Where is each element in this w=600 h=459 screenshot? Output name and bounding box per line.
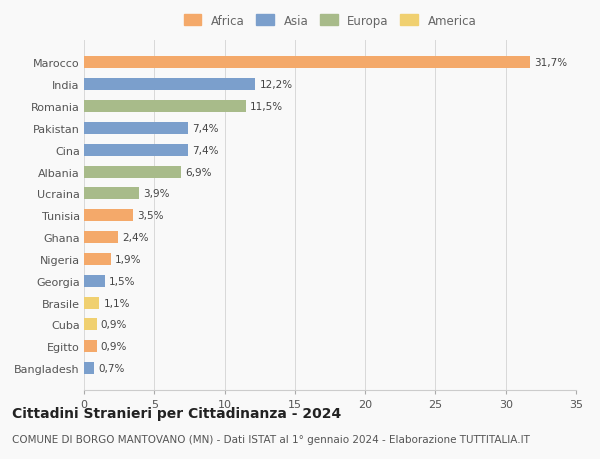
Text: 0,7%: 0,7% — [98, 364, 124, 373]
Text: 3,5%: 3,5% — [137, 211, 164, 221]
Text: Cittadini Stranieri per Cittadinanza - 2024: Cittadini Stranieri per Cittadinanza - 2… — [12, 406, 341, 420]
Bar — [84, 57, 530, 69]
Text: 2,4%: 2,4% — [122, 233, 148, 242]
Bar — [84, 297, 100, 309]
Bar — [84, 231, 118, 244]
Bar — [84, 275, 105, 287]
Legend: Africa, Asia, Europa, America: Africa, Asia, Europa, America — [181, 12, 479, 30]
Bar — [84, 319, 97, 330]
Bar — [84, 210, 133, 222]
Text: 1,5%: 1,5% — [109, 276, 136, 286]
Bar — [84, 144, 188, 157]
Text: COMUNE DI BORGO MANTOVANO (MN) - Dati ISTAT al 1° gennaio 2024 - Elaborazione TU: COMUNE DI BORGO MANTOVANO (MN) - Dati IS… — [12, 434, 530, 444]
Text: 1,1%: 1,1% — [104, 298, 130, 308]
Bar — [84, 79, 256, 91]
Bar — [84, 362, 94, 374]
Bar — [84, 101, 245, 113]
Text: 7,4%: 7,4% — [192, 123, 219, 134]
Text: 1,9%: 1,9% — [115, 254, 142, 264]
Text: 12,2%: 12,2% — [260, 80, 293, 90]
Text: 0,9%: 0,9% — [101, 320, 127, 330]
Bar — [84, 166, 181, 178]
Text: 7,4%: 7,4% — [192, 146, 219, 155]
Text: 6,9%: 6,9% — [185, 167, 212, 177]
Text: 3,9%: 3,9% — [143, 189, 170, 199]
Bar — [84, 123, 188, 134]
Bar — [84, 341, 97, 353]
Text: 31,7%: 31,7% — [534, 58, 567, 68]
Text: 0,9%: 0,9% — [101, 341, 127, 352]
Text: 11,5%: 11,5% — [250, 102, 283, 112]
Bar — [84, 253, 111, 265]
Bar — [84, 188, 139, 200]
